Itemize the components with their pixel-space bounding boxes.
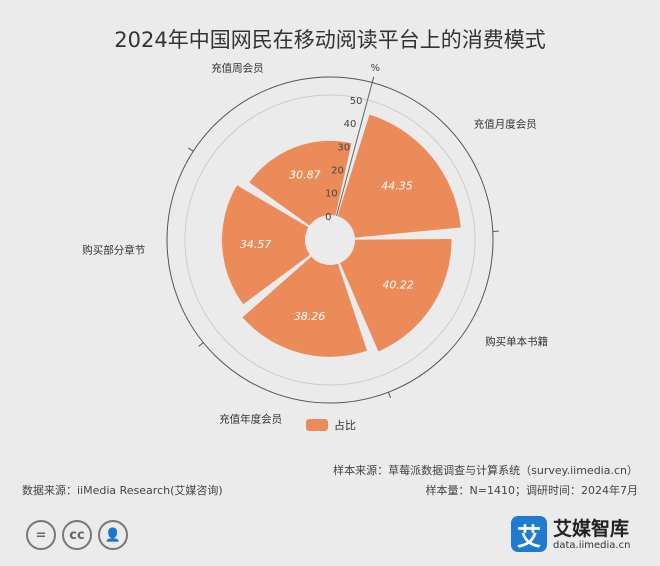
category-label: 充值年度会员 [219, 413, 282, 426]
radial-tick-label: 40 [344, 119, 357, 130]
chart-title: 2024年中国网民在移动阅读平台上的消费模式 [114, 28, 546, 52]
category-label: 充值周会员 [211, 61, 264, 74]
data-label: 40.22 [382, 278, 414, 291]
cc-icon: cc [62, 520, 92, 550]
category-label: 充值月度会员 [474, 118, 537, 131]
sample-source: 样本来源：草莓派数据调查与计算系统（survey.iimedia.cn） [333, 464, 638, 477]
radial-tick-label: 50 [350, 96, 363, 107]
brand-name: 艾媒智库 [553, 517, 630, 540]
brand[interactable]: 艾 艾媒智库 data.iimedia.cn [511, 516, 630, 552]
equals-icon: = [26, 520, 56, 550]
data-label: 34.57 [240, 238, 272, 251]
legend-swatch [306, 419, 328, 431]
data-source: 数据来源：iiMedia Research(艾媒咨询) [22, 484, 223, 497]
bar-2 [242, 256, 368, 357]
radial-axis-line [335, 80, 374, 216]
brand-url: data.iimedia.cn [553, 539, 631, 551]
polar-outer-ring [166, 76, 494, 404]
radial-tick-label: 30 [337, 142, 350, 153]
radial-tick-label: 20 [331, 165, 344, 176]
data-label: 44.35 [381, 180, 413, 193]
data-label: 30.87 [289, 169, 321, 182]
legend-label: 占比 [334, 419, 356, 432]
category-label: 购买部分章节 [82, 244, 145, 257]
polar-tick [387, 391, 392, 398]
brand-logo: 艾 [511, 516, 547, 552]
data-label: 38.26 [294, 310, 326, 323]
polar-grid-ring [184, 94, 476, 386]
bar-4 [249, 140, 352, 226]
person-icon: 👤 [98, 520, 128, 550]
radial-unit-label: % [371, 63, 381, 74]
bar-1 [339, 238, 452, 352]
legend[interactable]: 占比 [306, 417, 356, 433]
radial-tick-label: 10 [325, 189, 338, 200]
bar-0 [337, 114, 461, 238]
bar-3 [222, 185, 310, 305]
polar-tick [198, 342, 204, 347]
license-icons: = cc 👤 [26, 520, 128, 550]
polar-tick [187, 147, 194, 152]
category-label: 购买单本书籍 [485, 335, 548, 348]
sample-info: 样本量：N=1410；调研时间：2024年7月 [425, 484, 638, 497]
radial-tick-label: 0 [325, 212, 331, 223]
